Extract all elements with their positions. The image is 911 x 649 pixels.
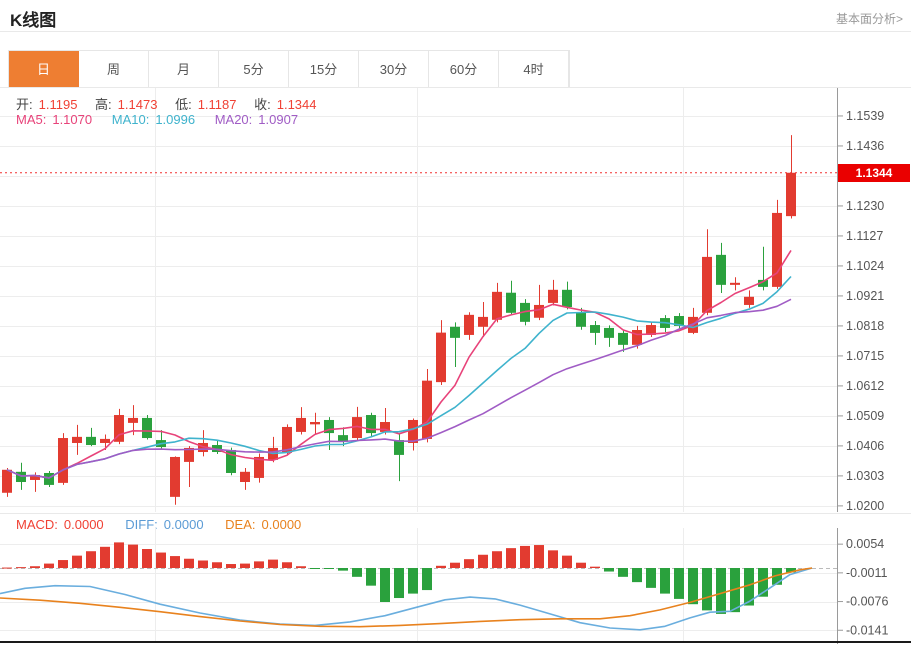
macd-legend: MACD: 0.0000 DIFF: 0.0000 DEA: 0.0000 bbox=[16, 517, 307, 532]
svg-text:1.0612: 1.0612 bbox=[846, 379, 884, 393]
macd-label: MACD: bbox=[16, 517, 58, 532]
main-chart-canvas[interactable]: 1.1539 1.1436 1.1230 1.1127 1.1024 1.0921 1.08… bbox=[0, 88, 911, 512]
dea-label: DEA: bbox=[225, 517, 256, 532]
diff-label: DIFF: bbox=[125, 517, 158, 532]
svg-text:1.1539: 1.1539 bbox=[846, 109, 884, 123]
open-value: 1.1195 bbox=[38, 97, 78, 112]
tab-30min[interactable]: 30分 bbox=[359, 51, 429, 88]
close-value: 1.1344 bbox=[276, 97, 317, 112]
ma5-value: 1.1070 bbox=[52, 112, 93, 127]
open-label: 开: bbox=[16, 97, 33, 112]
ma-legend: MA5: 1.1070 MA10: 1.0996 MA20: 1.0907 bbox=[16, 112, 304, 127]
svg-text:1.1230: 1.1230 bbox=[846, 199, 884, 213]
svg-text:1.0303: 1.0303 bbox=[846, 469, 884, 483]
svg-text:0.0054: 0.0054 bbox=[846, 537, 884, 551]
ohlc-legend: 开: 1.1195 高: 1.1473 低: 1.1187 收: 1.1344 bbox=[16, 94, 323, 113]
low-label: 低: bbox=[175, 97, 192, 112]
page-title: K线图 bbox=[10, 11, 57, 30]
current-price-badge: 1.1344 bbox=[838, 164, 910, 182]
svg-text:-0.0141: -0.0141 bbox=[846, 623, 888, 637]
main-chart[interactable]: 1.1539 1.1436 1.1230 1.1127 1.1024 1.0921 1.08… bbox=[0, 88, 911, 512]
close-label: 收: bbox=[254, 97, 271, 112]
svg-text:1.1436: 1.1436 bbox=[846, 139, 884, 153]
ma20-label: MA20: bbox=[214, 112, 253, 127]
svg-text:1.0715: 1.0715 bbox=[846, 349, 884, 363]
tab-day[interactable]: 日 bbox=[9, 51, 79, 88]
interval-tab-bar: 日 周 月 5分 15分 30分 60分 4时 bbox=[8, 50, 570, 88]
macd-chart[interactable]: 0.0054 -0.0011 -0.0076 -0.0141 bbox=[0, 528, 911, 644]
high-label: 高: bbox=[95, 97, 112, 112]
tab-4hour[interactable]: 4时 bbox=[499, 51, 569, 88]
high-value: 1.1473 bbox=[117, 97, 158, 112]
ma5-label: MA5: bbox=[16, 112, 47, 127]
tab-5min[interactable]: 5分 bbox=[219, 51, 289, 88]
tab-60min[interactable]: 60分 bbox=[429, 51, 499, 88]
low-value: 1.1187 bbox=[197, 97, 237, 112]
dea-value: 0.0000 bbox=[261, 517, 302, 532]
pane-divider bbox=[0, 513, 911, 514]
svg-text:1.0921: 1.0921 bbox=[846, 289, 884, 303]
ma10-value: 1.0996 bbox=[155, 112, 196, 127]
svg-text:-0.0076: -0.0076 bbox=[846, 595, 888, 609]
svg-text:1.1024: 1.1024 bbox=[846, 259, 884, 273]
tab-week[interactable]: 周 bbox=[79, 51, 149, 88]
macd-chart-canvas[interactable]: 0.0054 -0.0011 -0.0076 -0.0141 bbox=[0, 528, 911, 644]
fundamental-analysis-link[interactable]: 基本面分析> bbox=[835, 12, 903, 26]
svg-text:1.0406: 1.0406 bbox=[846, 439, 884, 453]
tabbar-bottom-border bbox=[0, 87, 911, 88]
bottom-axis-line bbox=[0, 641, 911, 643]
svg-text:1.0200: 1.0200 bbox=[846, 499, 884, 512]
svg-text:-0.0011: -0.0011 bbox=[846, 566, 888, 580]
diff-value: 0.0000 bbox=[163, 517, 204, 532]
tab-15min[interactable]: 15分 bbox=[289, 51, 359, 88]
svg-text:1.0818: 1.0818 bbox=[846, 319, 884, 333]
header-divider bbox=[0, 31, 911, 32]
ma20-value: 1.0907 bbox=[258, 112, 299, 127]
svg-text:1.1127: 1.1127 bbox=[846, 229, 883, 243]
macd-value: 0.0000 bbox=[63, 517, 104, 532]
tab-month[interactable]: 月 bbox=[149, 51, 219, 88]
svg-text:1.0509: 1.0509 bbox=[846, 409, 884, 423]
ma10-label: MA10: bbox=[111, 112, 150, 127]
